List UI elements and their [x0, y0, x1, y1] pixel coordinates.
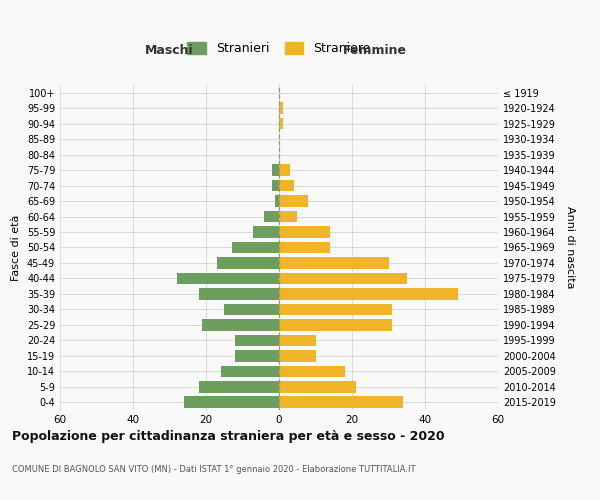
Bar [279, 226, 330, 238]
Bar [235, 334, 279, 346]
Bar [279, 196, 308, 207]
Bar [272, 180, 279, 192]
Y-axis label: Fasce di età: Fasce di età [11, 214, 21, 280]
Text: Femmine: Femmine [343, 44, 407, 58]
Bar [199, 288, 279, 300]
Bar [279, 396, 403, 408]
Bar [221, 366, 279, 377]
Legend: Stranieri, Straniere: Stranieri, Straniere [181, 36, 377, 62]
Bar [184, 396, 279, 408]
Bar [253, 226, 279, 238]
Bar [279, 257, 389, 269]
Bar [199, 381, 279, 392]
Bar [177, 272, 279, 284]
Bar [279, 272, 407, 284]
Bar [279, 350, 316, 362]
Bar [265, 210, 279, 222]
Bar [279, 366, 344, 377]
Bar [217, 257, 279, 269]
Bar [279, 102, 283, 114]
Bar [279, 381, 356, 392]
Bar [279, 118, 283, 130]
Bar [279, 242, 330, 254]
Y-axis label: Anni di nascita: Anni di nascita [565, 206, 575, 288]
Text: Maschi: Maschi [145, 44, 194, 58]
Bar [202, 319, 279, 330]
Bar [279, 164, 290, 176]
Bar [279, 304, 392, 315]
Bar [279, 288, 458, 300]
Bar [279, 334, 316, 346]
Bar [275, 196, 279, 207]
Bar [224, 304, 279, 315]
Bar [279, 319, 392, 330]
Bar [232, 242, 279, 254]
Bar [279, 210, 297, 222]
Bar [272, 164, 279, 176]
Bar [279, 180, 293, 192]
Text: Popolazione per cittadinanza straniera per età e sesso - 2020: Popolazione per cittadinanza straniera p… [12, 430, 445, 443]
Text: COMUNE DI BAGNOLO SAN VITO (MN) - Dati ISTAT 1° gennaio 2020 - Elaborazione TUTT: COMUNE DI BAGNOLO SAN VITO (MN) - Dati I… [12, 465, 415, 474]
Bar [235, 350, 279, 362]
